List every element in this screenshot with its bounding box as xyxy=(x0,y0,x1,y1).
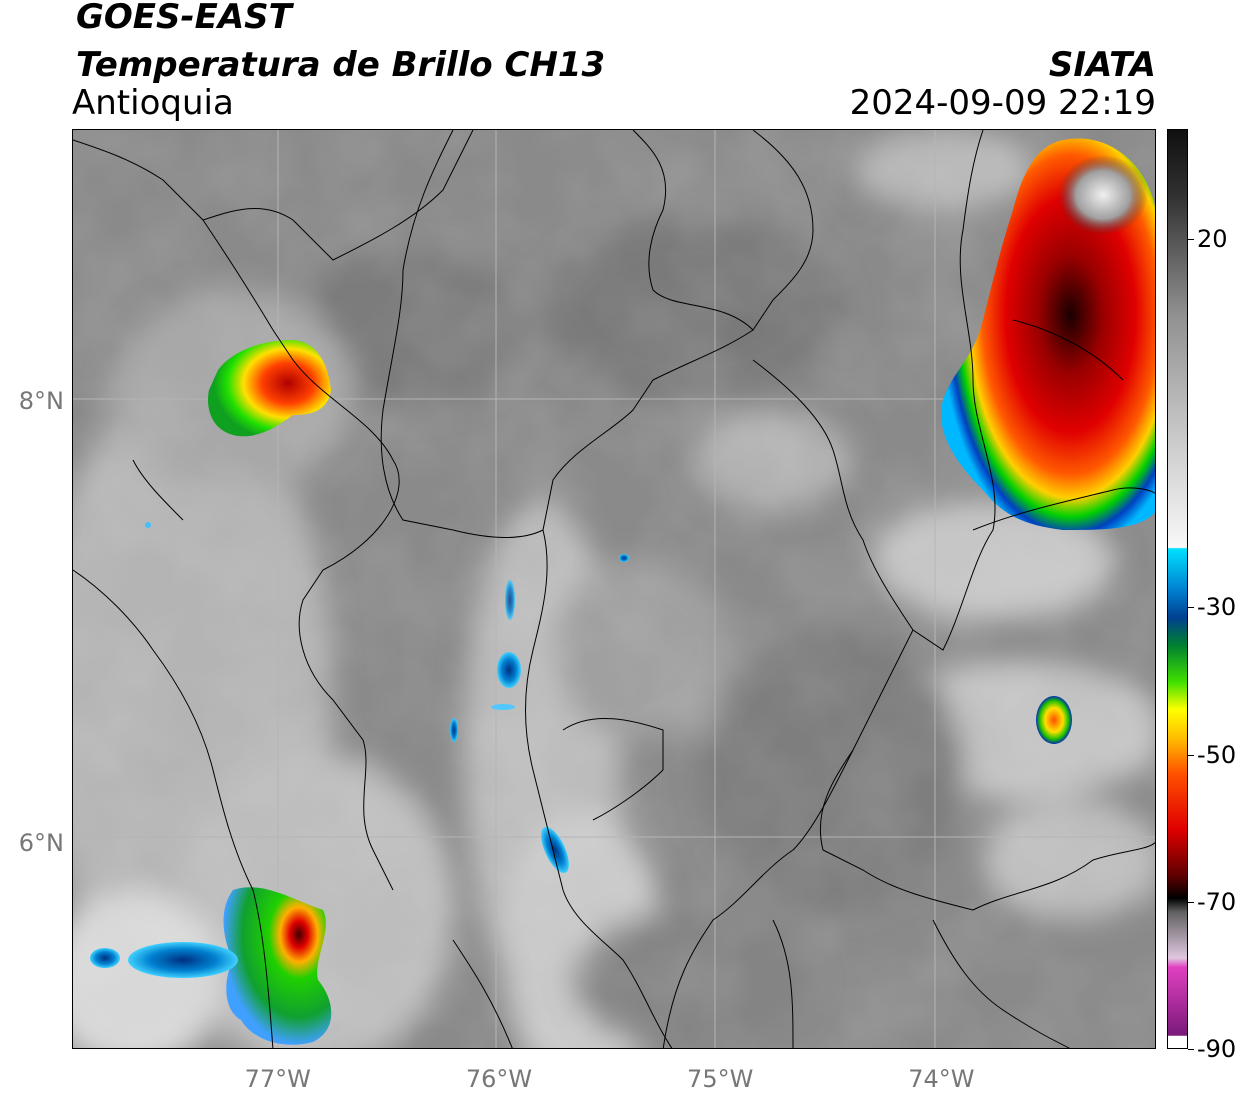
small-cold-cells xyxy=(145,522,629,874)
region-label: Antioquia xyxy=(72,83,234,123)
colorbar-tick-mark xyxy=(1188,607,1194,609)
colorbar-tick-mark xyxy=(1188,1049,1194,1050)
storm-cell-southwest xyxy=(90,887,332,1045)
colorbar-tick-label: 20 xyxy=(1197,225,1228,254)
lon-tick-label: 74°W xyxy=(908,1065,975,1093)
lon-tick-label: 75°W xyxy=(687,1065,754,1093)
colorbar-tick-mark xyxy=(1188,754,1194,756)
colorbar-ramp xyxy=(1168,130,1187,1048)
datetime-label: 2024-09-09 22:19 xyxy=(849,83,1156,123)
boundaries xyxy=(73,130,1155,1048)
lon-tick-label: 77°W xyxy=(244,1065,311,1093)
product-title: Temperatura de Brillo CH13 xyxy=(76,45,606,85)
colorbar-tick-label: -90 xyxy=(1197,1035,1237,1063)
colorbar-tick-label: -30 xyxy=(1197,593,1237,622)
colorbar-tick-label: -50 xyxy=(1197,740,1237,769)
lat-tick-label: 8°N xyxy=(18,387,64,416)
lat-tick-label: 6°N xyxy=(18,829,64,858)
colorbar-tick-mark xyxy=(1188,901,1194,903)
colorbar xyxy=(1167,129,1188,1049)
colorbar-tick-mark xyxy=(1188,239,1194,241)
storm-cell-east xyxy=(1036,696,1072,744)
map-canvas xyxy=(73,130,1155,1048)
lon-tick-label: 76°W xyxy=(465,1065,533,1093)
colorbar-tick-label: -70 xyxy=(1197,887,1237,916)
agency-label: SIATA xyxy=(1048,45,1156,85)
storm-cell-northeast xyxy=(941,138,1155,530)
storm-cell-northwest xyxy=(208,340,331,437)
satellite-title: GOES-EAST xyxy=(76,0,292,37)
satellite-map xyxy=(72,129,1156,1049)
